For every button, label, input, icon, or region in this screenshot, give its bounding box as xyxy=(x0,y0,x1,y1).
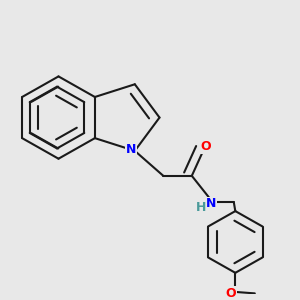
Text: O: O xyxy=(226,287,236,300)
Text: O: O xyxy=(200,140,211,153)
Text: N: N xyxy=(126,143,136,156)
Text: N: N xyxy=(206,197,217,210)
Text: H: H xyxy=(196,201,206,214)
